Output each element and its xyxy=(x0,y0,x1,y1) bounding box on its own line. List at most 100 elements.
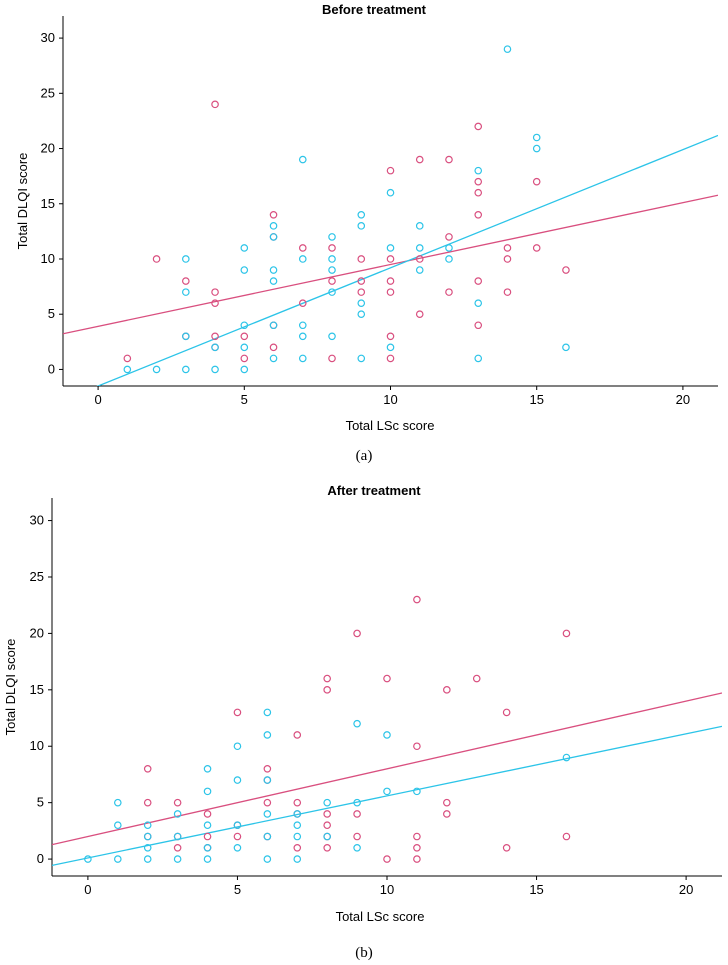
chart-panel-a: Before treatment Total LSc score Total D… xyxy=(15,2,718,464)
data-point xyxy=(203,832,212,841)
data-point xyxy=(415,255,424,263)
x-tick-label: 10 xyxy=(383,392,397,407)
fit-line-group-2 xyxy=(52,725,722,867)
x-tick-label: 20 xyxy=(676,392,690,407)
data-point xyxy=(383,787,391,796)
data-point xyxy=(293,798,302,807)
data-point xyxy=(114,798,122,807)
data-point xyxy=(233,832,242,841)
data-point xyxy=(123,365,132,374)
y-tick-label: 30 xyxy=(41,30,55,45)
data-point xyxy=(353,798,361,807)
y-tick-label: 30 xyxy=(30,513,44,528)
data-point xyxy=(328,255,336,263)
data-point xyxy=(474,354,483,363)
data-point xyxy=(152,365,161,374)
data-point xyxy=(503,244,512,252)
panel-label-a: (a) xyxy=(356,448,373,464)
data-point xyxy=(240,354,249,363)
data-point xyxy=(415,266,424,274)
data-point xyxy=(413,742,421,751)
data-point xyxy=(328,244,336,252)
data-point xyxy=(269,222,278,230)
x-tick-label: 20 xyxy=(679,882,693,897)
data-point xyxy=(386,166,395,175)
data-point xyxy=(383,731,391,739)
data-point xyxy=(357,310,366,319)
data-point xyxy=(182,365,190,374)
x-tick-label: 0 xyxy=(84,882,91,897)
data-point xyxy=(474,211,483,219)
data-point xyxy=(474,166,483,175)
data-point xyxy=(173,810,182,818)
data-point xyxy=(143,821,152,830)
data-point xyxy=(269,321,278,330)
data-point xyxy=(328,288,336,296)
data-point xyxy=(357,354,366,363)
data-point xyxy=(173,843,182,852)
y-tick-label: 5 xyxy=(48,306,55,321)
points-b xyxy=(84,595,571,863)
data-point xyxy=(443,810,451,818)
data-point xyxy=(203,855,212,863)
data-point xyxy=(143,798,152,807)
data-point xyxy=(203,810,212,818)
data-point xyxy=(269,211,278,219)
data-point xyxy=(203,843,212,852)
data-point xyxy=(152,255,161,263)
data-point xyxy=(298,299,307,307)
data-point xyxy=(445,155,453,164)
data-point xyxy=(233,821,242,830)
data-point xyxy=(323,821,331,830)
data-point xyxy=(532,244,541,252)
data-point xyxy=(293,855,302,863)
data-point xyxy=(386,332,395,341)
data-point xyxy=(502,843,511,852)
x-axis-label-b: Total LSc score xyxy=(336,909,425,924)
data-point xyxy=(203,765,212,773)
data-point xyxy=(293,832,302,841)
data-point xyxy=(386,188,395,197)
data-point xyxy=(233,708,242,717)
chart-panel-b: After treatment Total LSc score Total DL… xyxy=(3,483,722,961)
fit-line-group-1 xyxy=(63,194,718,335)
data-point xyxy=(298,332,307,341)
data-point xyxy=(323,832,331,841)
data-point xyxy=(503,288,512,296)
data-point xyxy=(143,843,152,852)
data-point xyxy=(353,810,361,818)
x-tick-label: 15 xyxy=(529,882,543,897)
data-point xyxy=(323,674,331,683)
data-point xyxy=(293,731,302,739)
data-point xyxy=(240,244,249,252)
data-point xyxy=(443,686,451,694)
data-point xyxy=(562,266,570,274)
data-point xyxy=(353,843,361,852)
data-point xyxy=(269,277,278,285)
data-point xyxy=(240,266,249,274)
y-axis-label-b: Total DLQI score xyxy=(3,639,18,736)
data-point xyxy=(328,354,336,363)
data-point xyxy=(240,343,249,352)
data-point xyxy=(233,742,242,751)
data-point xyxy=(357,255,366,263)
data-point xyxy=(323,686,331,694)
data-point xyxy=(293,821,302,830)
data-point xyxy=(84,855,92,863)
data-point xyxy=(323,810,331,818)
data-point xyxy=(383,855,391,863)
data-point xyxy=(263,776,272,784)
y-tick-label: 0 xyxy=(37,851,44,866)
data-point xyxy=(357,277,366,285)
data-point xyxy=(445,288,453,296)
data-point xyxy=(211,299,219,307)
y-tick-label: 10 xyxy=(30,738,44,753)
data-point xyxy=(445,255,453,263)
data-point xyxy=(415,222,424,230)
data-point xyxy=(328,277,336,285)
data-point xyxy=(474,177,483,186)
fit-lines-b xyxy=(52,692,722,867)
chart-title-a: Before treatment xyxy=(322,2,427,17)
data-point xyxy=(357,222,366,230)
fit-lines-a xyxy=(63,134,718,386)
